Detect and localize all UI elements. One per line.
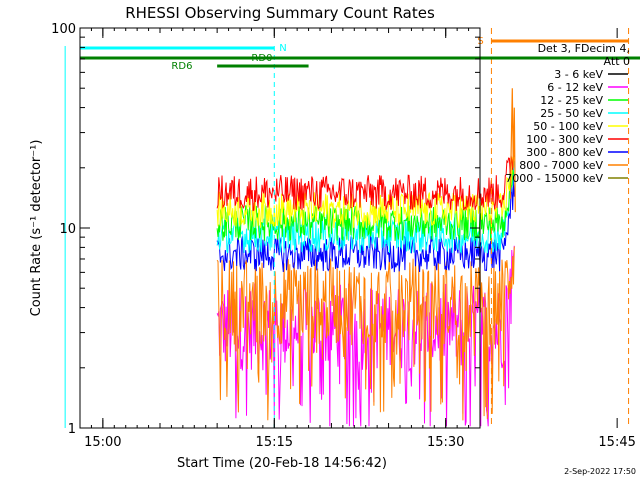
- series-trace: [216, 154, 515, 212]
- legend-entry-label: 800 - 7000 keV: [519, 159, 603, 172]
- legend-entry-label: 300 - 800 keV: [526, 146, 603, 159]
- y-tick-label: 100: [51, 22, 76, 37]
- legend-entry-label: 12 - 25 keV: [540, 94, 603, 107]
- x-tick-label: 15:00: [84, 435, 121, 450]
- series-300-800-kev: [216, 180, 515, 273]
- y-tick-label: 1: [68, 422, 76, 437]
- x-tick-label: 15:30: [427, 435, 464, 450]
- y-axis-label: Count Rate (s⁻¹ detector⁻¹): [29, 140, 44, 317]
- y-tick-label: 10: [59, 222, 76, 237]
- x-tick-label: 15:15: [256, 435, 293, 450]
- legend-entry-label: 25 - 50 keV: [540, 107, 603, 120]
- series-trace: [216, 180, 515, 273]
- legend-header: Det 3, FDecim 4,: [538, 42, 630, 55]
- x-tick-label: 15:45: [598, 435, 635, 450]
- series-100-300-kev: [216, 154, 515, 212]
- night-label: N: [279, 43, 286, 54]
- legend-entry-label: 7000 - 15000 keV: [505, 172, 603, 185]
- rd6-label: RD6: [171, 61, 192, 72]
- chart-title: RHESSI Observing Summary Count Rates: [125, 4, 435, 22]
- saa-label: S: [477, 36, 483, 47]
- legend-entry-label: 6 - 12 keV: [547, 81, 603, 94]
- data-layer: [216, 88, 516, 427]
- axis-layer: 15:0015:1515:3015:4516:0016:1516:3011010…: [51, 22, 636, 450]
- legend-entry-label: 50 - 100 keV: [533, 120, 603, 133]
- series-50-100-kev: [216, 150, 515, 229]
- legend-entry-label: 100 - 300 keV: [526, 133, 603, 146]
- series-trace: [216, 150, 515, 229]
- series-trace: [216, 246, 515, 421]
- flare-spike: [509, 88, 516, 213]
- legend-header: Att 0: [604, 55, 630, 68]
- annotation-layer: N S RD0 RD6: [64, 28, 640, 428]
- x-axis-label: Start Time (20-Feb-18 14:56:42): [177, 456, 387, 471]
- legend-entry-label: 3 - 6 keV: [554, 68, 603, 81]
- series-800-7000-kev: [216, 246, 515, 421]
- footer-date: 2-Sep-2022 17:50: [564, 467, 636, 476]
- rd0-label: RD0: [251, 53, 272, 64]
